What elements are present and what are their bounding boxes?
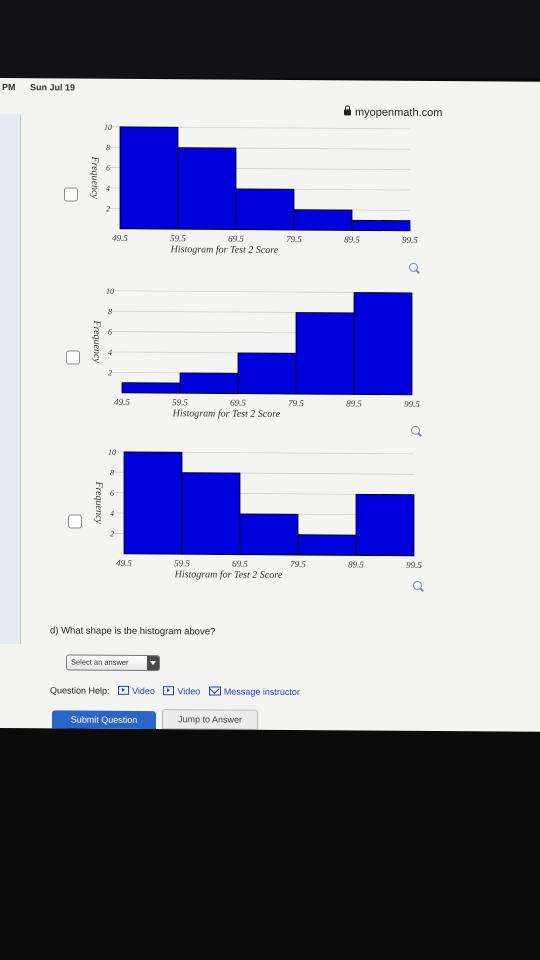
question-text: d) What shape is the histogram above?: [50, 625, 216, 638]
x-tick-label: 99.5: [402, 235, 418, 245]
y-tick-label: 2: [108, 368, 112, 377]
status-date: Sun Jul 19: [30, 82, 76, 93]
y-tick-label: 10: [104, 123, 112, 132]
video-link-1-label: Video: [132, 685, 155, 697]
chart-title: Histogram for Test 2 Score: [170, 244, 279, 256]
x-tick-label: 59.5: [170, 233, 186, 243]
answer-select[interactable]: Select an answer: [66, 654, 160, 672]
x-tick-label: 89.5: [348, 559, 364, 569]
zoom-icon[interactable]: [413, 580, 422, 590]
x-tick-label: 49.5: [112, 233, 128, 243]
histogram-svg: 2 4 6 8 10 Frequency 49.5 59.5 69.5 79.5 89.5 99.5 H…: [93, 448, 422, 581]
left-panel: [0, 114, 21, 645]
help-label: Question Help:: [50, 685, 110, 696]
dark-bezel: [0, 0, 540, 78]
x-tick-label: 79.5: [288, 398, 304, 408]
x-tick-label: 99.5: [404, 399, 420, 409]
chart-title: Histogram for Test 2 Score: [174, 569, 283, 581]
y-tick-label: 4: [108, 348, 112, 357]
histogram-svg: 2 4 6 8 10 Frequency 49.5 59.5 69.5 79.5 89.5 99.5 H…: [91, 287, 420, 420]
y-tick-label: 10: [106, 287, 114, 296]
x-tick-label: 69.5: [232, 559, 248, 569]
histogram-bar: [293, 209, 353, 231]
y-tick-label: 8: [110, 468, 114, 477]
histogram-bar: [239, 513, 299, 556]
histogram-bar: [353, 292, 413, 396]
y-tick-label: 4: [106, 184, 110, 193]
x-tick-label: 89.5: [346, 398, 362, 408]
url-label: myopenmath.com: [355, 106, 443, 120]
y-tick-label: 2: [106, 204, 110, 213]
x-tick-label: 79.5: [290, 559, 306, 569]
x-tick-label: 89.5: [344, 234, 360, 244]
status-time: PM: [2, 82, 16, 93]
histogram-bar: [123, 451, 183, 555]
option-checkbox-3[interactable]: [68, 514, 82, 529]
video-link-1[interactable]: Video: [118, 685, 155, 697]
chevron-down-icon: [147, 656, 159, 671]
y-tick-label: 6: [106, 164, 110, 173]
histogram-3: 2 4 6 8 10 Frequency 49.5 59.5 69.5 79.5 89.5 99.5 H…: [84, 442, 424, 604]
y-axis-label: Frequency: [93, 480, 104, 524]
tablet-screen: PM Sun Jul 19 myopenmath.com 2 4 6 8 10 Frequ…: [0, 78, 540, 732]
histogram-bar: [297, 534, 357, 556]
histogram-bar: [295, 312, 355, 395]
question-help: Question Help: Video Video Message instr…: [50, 684, 300, 697]
chart-title: Histogram for Test 2 Score: [172, 408, 281, 420]
x-tick-label: 79.5: [286, 234, 302, 244]
histogram-bar: [179, 372, 239, 395]
message-instructor-link[interactable]: Message instructor: [208, 686, 300, 698]
histogram-bar: [355, 493, 415, 557]
video-icon: [118, 685, 130, 695]
y-tick-label: 2: [110, 529, 114, 538]
video-icon: [163, 686, 175, 696]
x-tick-label: 49.5: [116, 558, 132, 568]
x-tick-label: 99.5: [406, 560, 422, 570]
y-axis-label: Frequency: [89, 155, 100, 199]
y-tick-label: 4: [110, 509, 114, 518]
video-link-2-label: Video: [177, 686, 201, 697]
option-checkbox-1[interactable]: [64, 187, 78, 202]
option-checkbox-2[interactable]: [66, 350, 80, 365]
histogram-bar: [177, 147, 237, 231]
histogram-bar: [121, 382, 181, 394]
y-tick-label: 8: [108, 307, 112, 316]
y-tick-label: 6: [110, 489, 114, 498]
x-tick-label: 59.5: [174, 558, 190, 568]
y-tick-label: 6: [108, 328, 112, 337]
message-link-label: Message instructor: [223, 686, 300, 698]
histogram-1: 2 4 6 8 10 Frequency 49.5 59.5 69.5 79.5 89.5 99.5 H…: [80, 117, 420, 279]
y-tick-label: 8: [106, 143, 110, 152]
mail-icon: [208, 686, 221, 696]
url-text[interactable]: myopenmath.com: [344, 106, 442, 119]
x-tick-label: 69.5: [228, 234, 244, 244]
select-label: Select an answer: [71, 657, 129, 667]
x-tick-label: 69.5: [230, 398, 246, 408]
y-tick-label: 10: [108, 448, 116, 457]
y-axis-label: Frequency: [91, 319, 102, 363]
jump-to-answer-button[interactable]: Jump to Answer: [162, 709, 258, 730]
histogram-bar: [119, 126, 179, 230]
zoom-icon[interactable]: [411, 425, 420, 435]
video-link-2[interactable]: Video: [163, 686, 200, 696]
histogram-2: 2 4 6 8 10 Frequency 49.5 59.5 69.5 79.5 89.5 99.5 H…: [82, 281, 422, 443]
submit-question-button[interactable]: Submit Question: [52, 710, 156, 730]
lock-icon: [344, 109, 351, 116]
x-tick-label: 49.5: [114, 397, 130, 407]
histogram-bar: [181, 472, 241, 556]
x-tick-label: 59.5: [172, 397, 188, 407]
histogram-svg: 2 4 6 8 10 Frequency 49.5 59.5 69.5 79.5 89.5 99.5 H…: [89, 123, 418, 256]
histogram-bar: [235, 188, 295, 231]
histogram-bar: [237, 352, 297, 395]
zoom-icon[interactable]: [409, 262, 418, 272]
histogram-bar: [351, 219, 411, 232]
